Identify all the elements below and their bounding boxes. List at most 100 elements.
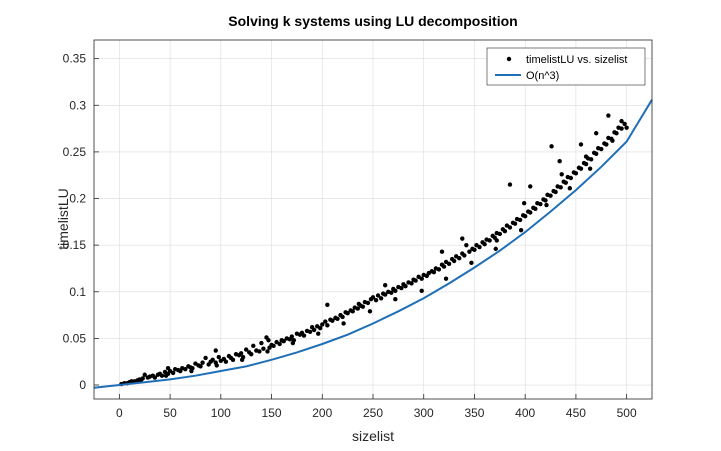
- data-point: [389, 290, 394, 295]
- data-point: [431, 269, 437, 275]
- data-point: [325, 323, 330, 328]
- data-point: [311, 327, 317, 333]
- y-tick-label: 0.15: [63, 238, 87, 252]
- data-point: [558, 185, 563, 190]
- data-point: [588, 157, 594, 162]
- data-point: [382, 283, 388, 288]
- data-point: [350, 309, 355, 314]
- data-point: [543, 198, 548, 203]
- data-point: [522, 214, 528, 219]
- data-point: [382, 292, 388, 297]
- data-point: [462, 253, 467, 258]
- x-tick-label: 350: [464, 406, 484, 420]
- x-tick-label: 100: [211, 406, 231, 420]
- data-point: [507, 225, 513, 230]
- data-point: [507, 182, 513, 187]
- data-point: [518, 228, 524, 233]
- legend-marker-icon: [506, 56, 512, 62]
- y-tick-label: 0.1: [69, 285, 86, 299]
- legend-label-timelistLU: timelistLU vs. sizelist: [526, 54, 627, 66]
- data-points: [119, 113, 629, 387]
- data-point: [289, 334, 295, 339]
- data-point: [325, 302, 330, 308]
- x-tick-label: 0: [116, 406, 123, 420]
- data-point: [594, 131, 599, 136]
- data-point: [360, 304, 366, 309]
- data-point: [517, 217, 523, 223]
- data-point: [409, 281, 414, 286]
- data-point: [614, 131, 619, 136]
- data-point: [265, 349, 270, 354]
- data-point: [436, 267, 442, 272]
- data-point: [493, 246, 498, 252]
- data-point: [606, 113, 611, 118]
- y-tick-label: 0.25: [63, 145, 87, 159]
- data-point: [548, 193, 553, 198]
- data-point: [413, 278, 418, 283]
- data-point: [419, 276, 424, 281]
- y-axis-label: timelistLU: [55, 188, 71, 249]
- data-point: [553, 189, 558, 195]
- data-point: [583, 161, 589, 167]
- data-point: [443, 276, 449, 281]
- data-point: [472, 247, 477, 253]
- fit-line: [93, 99, 653, 389]
- x-tick-label: 450: [566, 406, 586, 420]
- data-point: [230, 357, 236, 363]
- data-point: [619, 118, 624, 124]
- data-point: [198, 364, 203, 369]
- chart-title: Solving k systems using LU decomposition: [228, 13, 517, 29]
- data-point: [482, 242, 487, 247]
- x-tick-label: 500: [617, 406, 637, 420]
- data-point: [251, 343, 256, 349]
- data-point: [266, 338, 271, 343]
- y-tick-label: 0.35: [63, 52, 87, 66]
- legend[interactable]: timelistLU vs. sizelist O(n^3): [486, 47, 646, 86]
- data-point: [261, 346, 266, 351]
- data-point: [355, 306, 360, 311]
- data-point: [460, 236, 465, 241]
- y-tick-label: 0.2: [69, 192, 86, 206]
- grid-lines: [94, 40, 652, 399]
- data-point: [512, 221, 518, 226]
- data-point: [281, 338, 286, 344]
- x-tick-label: 300: [414, 406, 434, 420]
- data-point: [568, 175, 574, 181]
- data-point: [578, 142, 584, 147]
- data-point: [583, 154, 589, 159]
- data-point: [335, 316, 340, 322]
- data-point: [378, 296, 384, 301]
- data-point: [563, 180, 568, 185]
- data-point: [323, 319, 328, 324]
- x-tick-labels: 0 50 100 150 200 250 300 350 400 450 500: [116, 406, 637, 420]
- legend-label-fit: O(n^3): [526, 70, 559, 82]
- data-point: [604, 142, 609, 147]
- data-point: [557, 159, 562, 164]
- data-point: [587, 166, 593, 171]
- data-point: [277, 341, 282, 347]
- data-point: [477, 244, 482, 250]
- data-point: [216, 354, 221, 360]
- data-point: [610, 138, 615, 143]
- data-point: [619, 126, 624, 131]
- data-point: [370, 295, 376, 300]
- data-point: [599, 146, 604, 152]
- data-point: [373, 297, 379, 303]
- y-tick-label: 0.05: [63, 331, 87, 345]
- data-point: [521, 200, 527, 206]
- x-tick-label: 150: [262, 406, 282, 420]
- legend-box: [486, 47, 646, 86]
- data-point: [393, 297, 398, 302]
- data-point: [159, 373, 165, 378]
- data-point: [340, 314, 345, 320]
- data-point: [624, 125, 629, 130]
- data-point: [451, 258, 457, 264]
- x-tick-label: 200: [312, 406, 332, 420]
- data-point: [578, 166, 584, 171]
- data-point: [183, 366, 188, 372]
- data-point: [213, 348, 218, 353]
- data-point: [223, 359, 229, 364]
- data-point: [257, 349, 262, 354]
